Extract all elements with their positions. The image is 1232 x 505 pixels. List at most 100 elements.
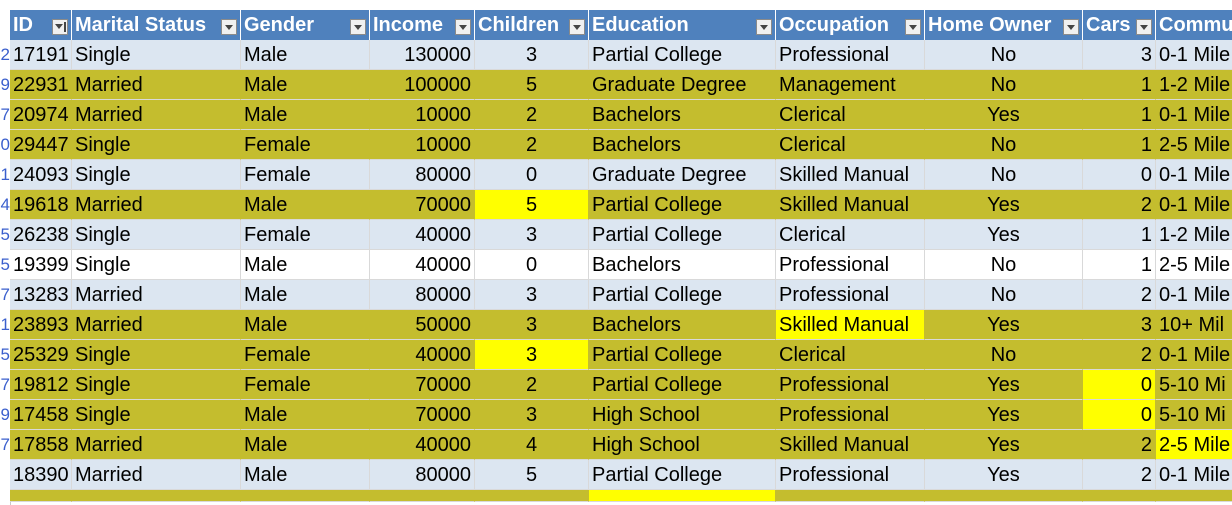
cell-education[interactable]: High School — [589, 430, 776, 460]
cell-children[interactable]: 2 — [475, 100, 589, 130]
cell-marital-status[interactable]: Single — [72, 130, 241, 160]
cell-home-owner[interactable]: No — [925, 250, 1083, 280]
header-children[interactable]: Children — [475, 10, 589, 40]
cell-gender[interactable]: Male — [241, 430, 370, 460]
cell-id[interactable]: 18390 — [10, 460, 72, 490]
filter-dropdown-icon[interactable] — [905, 19, 921, 35]
cell-education[interactable]: Partial College — [589, 40, 776, 70]
cell-children[interactable]: 3 — [475, 400, 589, 430]
cell-commu[interactable]: 2-5 Mile — [1156, 250, 1232, 280]
row-number[interactable]: 2 — [0, 45, 10, 64]
cell-occupation[interactable]: Skilled Manual — [776, 190, 925, 220]
cell-education[interactable]: Partial College — [589, 340, 776, 370]
cell-partial[interactable] — [589, 490, 776, 502]
cell-income[interactable]: 10000 — [370, 130, 475, 160]
header-gender[interactable]: Gender — [241, 10, 370, 40]
cell-commu[interactable]: 2-5 Mile — [1156, 430, 1232, 460]
cell-children[interactable]: 0 — [475, 250, 589, 280]
cell-cars[interactable]: 2 — [1083, 190, 1156, 220]
cell-education[interactable]: Partial College — [589, 460, 776, 490]
cell-education[interactable]: Graduate Degree — [589, 160, 776, 190]
cell-marital-status[interactable]: Married — [72, 310, 241, 340]
cell-children[interactable]: 0 — [475, 160, 589, 190]
cell-marital-status[interactable]: Single — [72, 370, 241, 400]
cell-cars[interactable]: 3 — [1083, 310, 1156, 340]
cell-commu[interactable]: 2-5 Mile — [1156, 130, 1232, 160]
cell-commu[interactable]: 0-1 Mile — [1156, 100, 1232, 130]
cell-income[interactable]: 80000 — [370, 280, 475, 310]
cell-gender[interactable]: Male — [241, 70, 370, 100]
cell-partial[interactable] — [10, 490, 72, 502]
cell-marital-status[interactable]: Married — [72, 190, 241, 220]
header-occupation[interactable]: Occupation — [776, 10, 925, 40]
row-number[interactable]: 5 — [0, 345, 10, 364]
cell-cars[interactable]: 1 — [1083, 70, 1156, 100]
cell-home-owner[interactable]: Yes — [925, 460, 1083, 490]
filter-dropdown-icon[interactable] — [569, 19, 585, 35]
cell-cars[interactable]: 1 — [1083, 220, 1156, 250]
cell-gender[interactable]: Female — [241, 340, 370, 370]
cell-occupation[interactable]: Management — [776, 70, 925, 100]
row-number[interactable]: 0 — [0, 135, 10, 154]
cell-marital-status[interactable]: Single — [72, 400, 241, 430]
row-number[interactable]: 7 — [0, 435, 10, 454]
cell-education[interactable]: Bachelors — [589, 250, 776, 280]
cell-partial[interactable] — [72, 490, 241, 502]
cell-occupation[interactable]: Professional — [776, 40, 925, 70]
cell-occupation[interactable]: Professional — [776, 400, 925, 430]
filter-dropdown-icon[interactable] — [1063, 19, 1079, 35]
row-number[interactable]: 5 — [0, 225, 10, 244]
cell-income[interactable]: 80000 — [370, 160, 475, 190]
cell-home-owner[interactable]: Yes — [925, 370, 1083, 400]
cell-commu[interactable]: 5-10 Mi — [1156, 400, 1232, 430]
cell-gender[interactable]: Male — [241, 280, 370, 310]
cell-income[interactable]: 10000 — [370, 100, 475, 130]
row-number[interactable]: 4 — [0, 195, 10, 214]
cell-occupation[interactable]: Skilled Manual — [776, 310, 925, 340]
cell-education[interactable]: Partial College — [589, 370, 776, 400]
filter-dropdown-icon[interactable] — [756, 19, 772, 35]
cell-occupation[interactable]: Clerical — [776, 100, 925, 130]
cell-occupation[interactable]: Clerical — [776, 220, 925, 250]
cell-income[interactable]: 70000 — [370, 190, 475, 220]
cell-marital-status[interactable]: Married — [72, 430, 241, 460]
cell-id[interactable]: 17458 — [10, 400, 72, 430]
row-number[interactable]: 1 — [0, 165, 10, 184]
cell-marital-status[interactable]: Single — [72, 40, 241, 70]
cell-cars[interactable]: 2 — [1083, 460, 1156, 490]
cell-commu[interactable]: 1-2 Mile — [1156, 220, 1232, 250]
cell-income[interactable]: 40000 — [370, 430, 475, 460]
cell-cars[interactable]: 0 — [1083, 370, 1156, 400]
cell-income[interactable]: 100000 — [370, 70, 475, 100]
cell-gender[interactable]: Female — [241, 130, 370, 160]
cell-gender[interactable]: Male — [241, 190, 370, 220]
cell-id[interactable]: 17191 — [10, 40, 72, 70]
cell-children[interactable]: 3 — [475, 220, 589, 250]
cell-cars[interactable]: 1 — [1083, 250, 1156, 280]
cell-id[interactable]: 24093 — [10, 160, 72, 190]
cell-marital-status[interactable]: Single — [72, 160, 241, 190]
cell-children[interactable]: 3 — [475, 280, 589, 310]
cell-id[interactable]: 26238 — [10, 220, 72, 250]
cell-marital-status[interactable]: Single — [72, 250, 241, 280]
cell-income[interactable]: 40000 — [370, 340, 475, 370]
header-id[interactable]: ID — [10, 10, 72, 40]
cell-cars[interactable]: 2 — [1083, 340, 1156, 370]
cell-children[interactable]: 2 — [475, 130, 589, 160]
row-number[interactable]: 1 — [0, 315, 10, 334]
row-number[interactable]: 7 — [0, 285, 10, 304]
cell-income[interactable]: 70000 — [370, 370, 475, 400]
cell-commu[interactable]: 1-2 Mile — [1156, 70, 1232, 100]
cell-marital-status[interactable]: Married — [72, 100, 241, 130]
cell-home-owner[interactable]: No — [925, 130, 1083, 160]
cell-partial[interactable] — [475, 490, 589, 502]
header-marital-status[interactable]: Marital Status — [72, 10, 241, 40]
cell-gender[interactable]: Female — [241, 220, 370, 250]
cell-children[interactable]: 5 — [475, 190, 589, 220]
cell-gender[interactable]: Male — [241, 40, 370, 70]
cell-gender[interactable]: Male — [241, 310, 370, 340]
cell-commu[interactable]: 5-10 Mi — [1156, 370, 1232, 400]
cell-home-owner[interactable]: No — [925, 40, 1083, 70]
cell-home-owner[interactable]: Yes — [925, 400, 1083, 430]
header-home-owner[interactable]: Home Owner — [925, 10, 1083, 40]
